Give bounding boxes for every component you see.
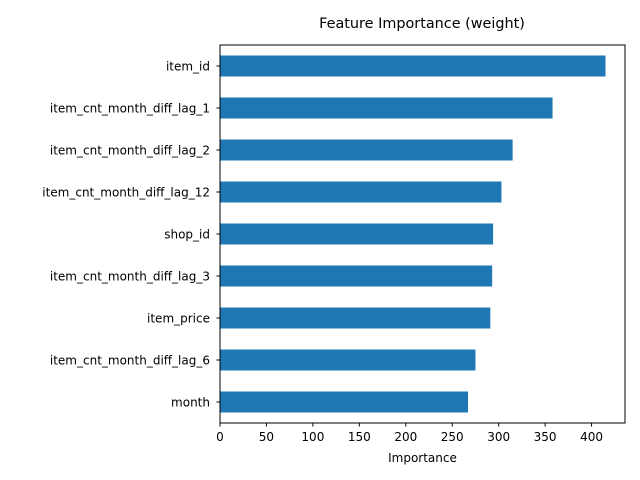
bars-group [220, 55, 606, 413]
y-tick-label: item_cnt_month_diff_lag_3 [50, 270, 210, 284]
x-tick-label: 200 [394, 430, 417, 444]
bar-shop_id [220, 223, 494, 245]
x-tick-label: 300 [487, 430, 510, 444]
x-tick-label: 150 [348, 430, 371, 444]
x-tick-label: 50 [259, 430, 274, 444]
y-tick-label: item_cnt_month_diff_lag_2 [50, 144, 210, 158]
bar-item_cnt_month_diff_lag_3 [220, 265, 493, 287]
bar-item_price [220, 307, 491, 329]
bar-month [220, 391, 469, 413]
x-tick-label: 250 [441, 430, 464, 444]
plot-frame [219, 44, 626, 424]
y-axis: item_id item_cnt_month_diff_lag_1 item_cnt… [42, 60, 220, 410]
x-tick-label: 0 [216, 430, 224, 444]
x-tick-label: 100 [301, 430, 324, 444]
x-axis-label: Importance [388, 451, 457, 465]
y-tick-label: item_cnt_month_diff_lag_12 [42, 186, 210, 200]
bar-item_cnt_month_diff_lag_6 [220, 349, 476, 371]
y-tick-label: item_id [166, 60, 210, 74]
y-tick-label: item_cnt_month_diff_lag_1 [50, 102, 210, 116]
bar-item_id [220, 55, 606, 77]
bar-item_cnt_month_diff_lag_2 [220, 139, 513, 161]
y-tick-label: item_cnt_month_diff_lag_6 [50, 354, 210, 368]
x-axis: 0 50 100 150 200 250 300 350 400 [216, 423, 603, 444]
y-tick-label: item_price [147, 312, 210, 326]
x-tick-label: 400 [580, 430, 603, 444]
y-tick-label: shop_id [164, 228, 210, 242]
y-tick-label: month [171, 396, 210, 410]
bar-item_cnt_month_diff_lag_12 [220, 181, 502, 203]
chart-title: Feature Importance (weight) [319, 16, 525, 32]
bar-item_cnt_month_diff_lag_1 [220, 97, 553, 119]
x-tick-label: 350 [534, 430, 557, 444]
